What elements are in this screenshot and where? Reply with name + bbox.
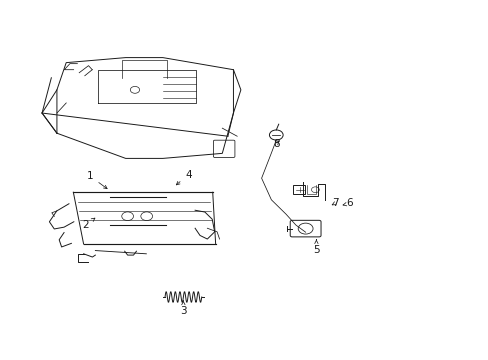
Text: 2: 2 (82, 218, 95, 230)
Text: 3: 3 (180, 301, 186, 316)
Text: 6: 6 (343, 198, 352, 208)
Text: 8: 8 (272, 139, 279, 149)
Text: 4: 4 (176, 170, 191, 185)
Text: 1: 1 (87, 171, 107, 189)
Text: 7: 7 (331, 198, 338, 208)
Text: 5: 5 (312, 240, 319, 255)
